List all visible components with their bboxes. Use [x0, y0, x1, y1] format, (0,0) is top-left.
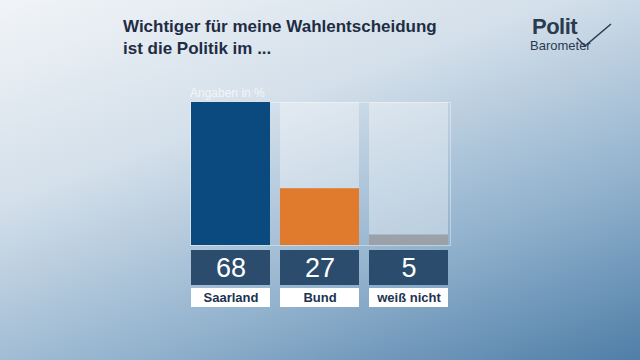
- html-text:Barometer: Barometer: [530, 38, 591, 53]
- svg-text:Saarland: Saarland: [204, 290, 259, 305]
- svg-text:27: 27: [305, 253, 335, 283]
- html-text:Polit: Polit: [532, 14, 578, 39]
- svg-text:weiß nicht: weiß nicht: [376, 290, 441, 305]
- svg-text:68: 68: [216, 253, 246, 283]
- svg-text:5: 5: [401, 253, 416, 283]
- html-text:Angaben in %: Angaben in %: [190, 86, 265, 100]
- html-text:Wichtiger für meine Wahlentsch: Wichtiger für meine Wahlentscheidung ist…: [123, 17, 437, 58]
- svg-text:Bund: Bund: [303, 290, 336, 305]
